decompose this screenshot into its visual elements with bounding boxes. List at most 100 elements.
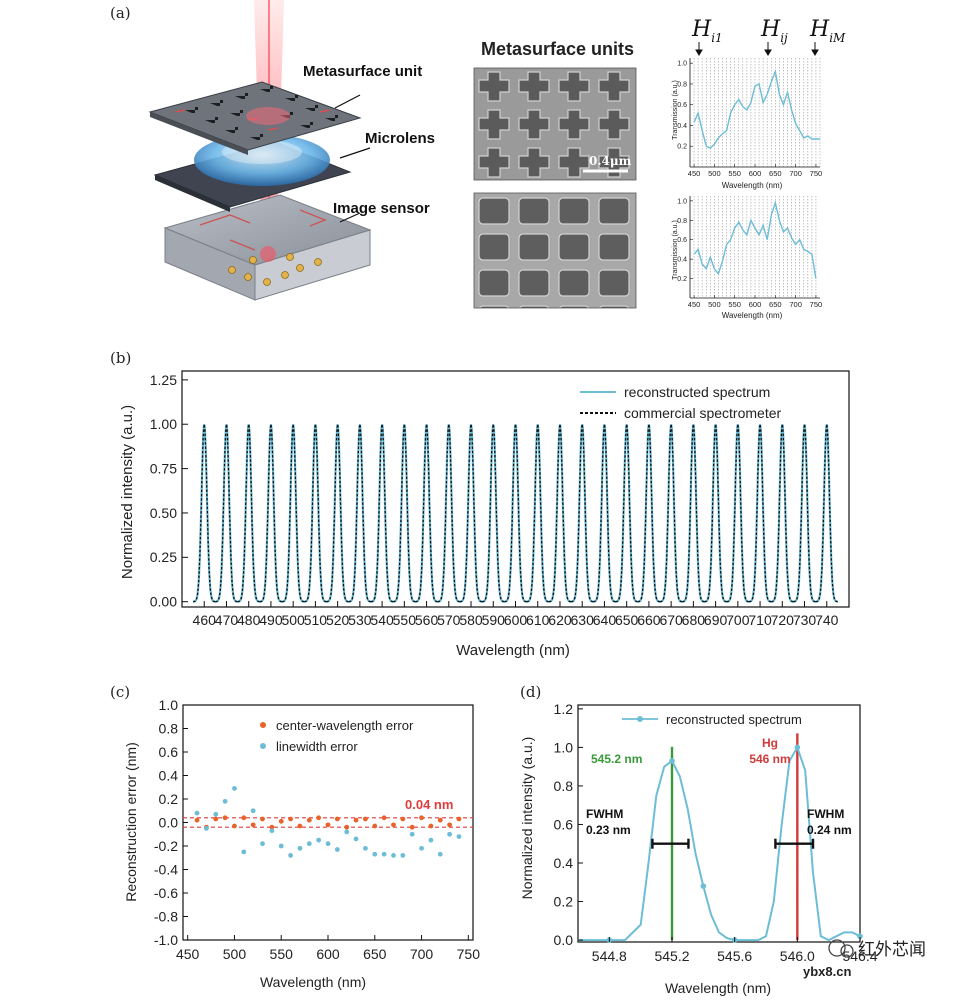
transmission-chart-top: 0.2 0.4 0.6 0.8 1.0 450 500 550 600 650 700 750: [677, 58, 822, 178]
chart-d-series-marker: [857, 933, 863, 940]
chart-b-reconstructed-peak: [571, 424, 594, 603]
metasurface-layer: [148, 81, 362, 155]
chart-c-xtick-label: 600: [316, 946, 340, 962]
chart-d-xtick-label: 544.8: [592, 948, 627, 964]
center-error-point: [250, 822, 256, 828]
chart-b-commercial-peak: [282, 424, 305, 603]
chart-d-legend: reconstructed spectrum: [622, 712, 802, 727]
transmission-bottom-ylabel: Transmission (a.u.): [672, 220, 679, 280]
a-bottom-series-line: [693, 200, 817, 279]
chart-b-commercial-peak: [437, 424, 460, 603]
linewidth-error-point: [297, 845, 303, 851]
chart-b-commercial-peak: [548, 424, 572, 603]
chart-b-commercial-peak: [637, 424, 660, 603]
sem-scale-bar-label: 0.4μm: [589, 154, 632, 168]
center-error-point: [325, 822, 331, 828]
linewidth-error-point: [437, 851, 443, 857]
chart-b-reconstructed-peak: [282, 424, 305, 603]
a-bottom-ytick-label: 1.0: [677, 198, 687, 205]
label-image-sensor: Image sensor: [333, 200, 430, 217]
chart-b-commercial-peak: [304, 424, 327, 603]
svg-text:Hi1: Hi1: [691, 17, 723, 45]
linewidth-error-point: [334, 847, 340, 852]
transmission-chart-bottom: 0.2 0.4 0.6 0.8 1.0 450 500 550 600 650 700 750: [677, 196, 822, 309]
linewidth-error-point: [316, 837, 322, 843]
linewidth-error-point: [269, 828, 275, 834]
chart-b-xtick-label: 740: [815, 612, 839, 628]
chart-b-commercial-peak: [615, 424, 638, 603]
chart-b-reconstructed-peak: [415, 424, 438, 603]
chart-b-commercial-peak: [326, 424, 349, 603]
chart-b-xtick-label: 460: [193, 612, 217, 628]
watermark-site: ybx8.cn: [803, 964, 851, 979]
sem-image-bottom: [473, 192, 637, 309]
chart-b-xlabel: Wavelength (nm): [456, 642, 570, 659]
chart-b-ytick-label: 1.00: [150, 416, 177, 432]
chart-b-reconstructed-peak: [259, 424, 283, 603]
chart-b-ylabel: Normalized intensity (a.u.): [119, 405, 136, 579]
chart-d-ytick-label: 0.2: [554, 893, 574, 909]
center-error-point: [260, 816, 265, 822]
a-top-ytick-label: 0.6: [677, 102, 687, 109]
a-top-ytick-label: 0.4: [677, 123, 687, 130]
panel-label-b: (b): [110, 349, 131, 367]
chart-b-reconstructed-peak: [371, 424, 394, 603]
a-bottom-xtick-label: 750: [810, 300, 823, 309]
fwhm-right-title: FWHM: [807, 807, 844, 821]
linewidth-error-point: [419, 845, 424, 851]
chart-b-reconstructed-peak: [215, 424, 238, 603]
chart-b-xtick-label: 570: [437, 612, 461, 628]
chart-d-xlabel: Wavelength (nm): [665, 980, 771, 996]
linewidth-error-point: [222, 798, 228, 804]
chart-b-xtick-label: 690: [704, 612, 728, 628]
chart-b-reconstructed-peak: [193, 424, 216, 603]
chart-c-ytick-label: -0.2: [154, 838, 178, 854]
center-error-point: [447, 822, 453, 828]
center-error-point: [213, 816, 219, 822]
center-error-point: [334, 816, 340, 822]
chart-b-reconstructed-peak: [304, 424, 327, 603]
chart-b-reconstructed-peak: [459, 424, 483, 603]
chart-c-xtick-label: 500: [223, 946, 247, 962]
linewidth-error-point: [278, 843, 284, 849]
chart-b-commercial-peak: [815, 424, 838, 603]
chart-c-ytick-label: -0.8: [154, 908, 178, 924]
chart-c-ytick-label: -0.4: [154, 861, 178, 877]
h-label-ij: Hij: [760, 17, 788, 45]
label-metasurface-unit: Metasurface unit: [303, 63, 422, 80]
chart-b-ytick-label: 0.00: [150, 594, 177, 610]
center-error-point: [222, 815, 228, 821]
chart-b-xtick-label: 710: [748, 612, 772, 628]
chart-b-xtick-label: 720: [771, 612, 795, 628]
center-error-point: [344, 824, 350, 830]
chart-b-reconstructed-peak: [793, 424, 816, 603]
threshold-label: 0.04 nm: [405, 797, 453, 812]
a-bottom-xtick-label: 500: [708, 300, 721, 309]
chart-b-ytick-label: 0.75: [150, 460, 177, 476]
center-error-point: [409, 824, 415, 830]
chart-b-commercial-peak: [793, 424, 816, 603]
linewidth-error-point: [325, 841, 331, 847]
a-top-ytick-label: 0.8: [677, 81, 687, 88]
a-top-ytick-label: 0.2: [677, 144, 687, 151]
chart-b-reconstructed-peak: [526, 424, 549, 603]
sem-image-top: [473, 67, 637, 181]
chart-b-commercial-peak: [237, 424, 260, 603]
linewidth-error-point: [409, 831, 415, 837]
chart-b-commercial-peak: [393, 424, 416, 603]
a-top-xtick-label: 700: [789, 169, 802, 178]
chart-b-xtick-label: 680: [682, 612, 706, 628]
chart-b-legend: reconstructed spectrum commercial spectr…: [580, 384, 781, 421]
legend-linewidth: linewidth error: [276, 739, 358, 754]
chart-b-commercial-peak: [771, 424, 794, 603]
center-error-point: [456, 816, 462, 822]
center-error-point: [372, 823, 378, 829]
chart-c-xtick-label: 550: [270, 946, 294, 962]
chart-b-xtick-label: 560: [415, 612, 439, 628]
a-bottom-ytick-label: 0.6: [677, 237, 687, 244]
chart-b-commercial-peak: [526, 424, 549, 603]
chart-b-commercial-peak: [215, 424, 238, 603]
center-error-point: [363, 816, 368, 822]
chart-b-reconstructed-peak: [326, 424, 349, 603]
chart-b-commercial-peak: [682, 424, 705, 603]
